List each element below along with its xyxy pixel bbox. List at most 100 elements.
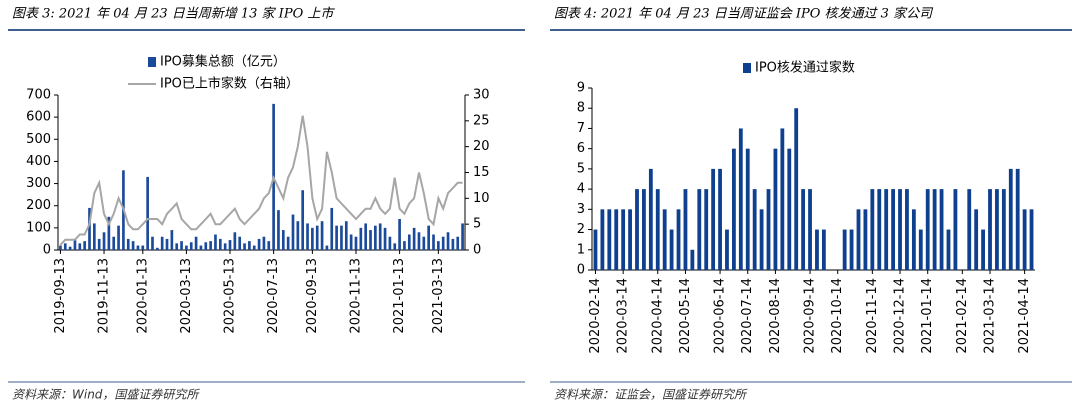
x-tick-label: 2021-02-14 — [955, 278, 970, 354]
bar — [136, 245, 140, 250]
legend-label: IPO已上市家数（右轴） — [160, 76, 299, 92]
bar — [1015, 168, 1020, 270]
bar — [412, 227, 416, 250]
bar — [925, 189, 930, 270]
bar — [690, 249, 695, 270]
line — [59, 115, 463, 246]
y-tick-label: 3 — [577, 202, 585, 217]
bar — [417, 232, 421, 250]
legend-swatch — [148, 57, 156, 67]
bar — [73, 240, 77, 250]
bar — [291, 214, 295, 250]
bar — [281, 230, 285, 250]
bar — [218, 238, 222, 250]
bar — [233, 232, 237, 250]
bar — [59, 245, 62, 250]
x-tick-label: 2020-07-14 — [740, 278, 755, 354]
x-tick-label: 2020-05-14 — [678, 278, 693, 354]
y-tick-label: 0 — [43, 243, 51, 258]
bar — [437, 241, 440, 250]
bar — [315, 225, 319, 250]
bar — [155, 247, 159, 250]
bar — [349, 234, 353, 250]
bar — [78, 243, 82, 250]
bar — [662, 209, 667, 270]
bar — [335, 225, 338, 250]
x-tick-label: 2020-05-13 — [223, 258, 238, 334]
bar — [359, 227, 363, 250]
bar — [102, 232, 106, 250]
x-tick-label: 2020-01-13 — [135, 258, 150, 334]
y-tick-label: 8 — [577, 101, 585, 116]
bar — [320, 221, 324, 250]
bar — [97, 238, 101, 250]
bar — [981, 229, 985, 270]
y-tick-label: 0 — [577, 263, 585, 278]
bar — [296, 221, 300, 250]
y-tick-label: 2 — [577, 222, 585, 237]
y2-tick-label: 10 — [473, 191, 490, 206]
bar — [199, 245, 203, 250]
bar — [676, 209, 681, 270]
y2-tick-label: 30 — [473, 88, 490, 103]
bar — [63, 243, 67, 250]
bar — [248, 241, 251, 250]
bar — [393, 243, 397, 250]
bar — [821, 229, 826, 270]
bar — [112, 236, 116, 250]
bar — [718, 168, 722, 270]
bar — [170, 230, 174, 250]
bar — [891, 189, 896, 270]
bar — [911, 209, 916, 270]
bar — [175, 243, 179, 250]
bar — [1001, 189, 1006, 270]
x-tick-label: 2020-03-14 — [616, 278, 631, 354]
source: 资料来源：证监会，国盛证券研究所 — [554, 388, 748, 402]
bar — [146, 176, 149, 250]
y-tick-label: 700 — [26, 88, 51, 103]
bar — [330, 207, 334, 250]
y-tick-label: 600 — [26, 110, 51, 125]
bar — [427, 225, 430, 250]
bar — [711, 168, 716, 270]
bar — [953, 189, 958, 270]
bar — [905, 189, 909, 270]
x-tick-label: 2020-04-14 — [650, 278, 665, 354]
bar — [262, 236, 266, 250]
bar — [364, 223, 368, 250]
bar — [151, 236, 154, 250]
bar — [593, 229, 598, 270]
bar — [648, 168, 653, 270]
bar — [223, 243, 227, 250]
bar — [432, 234, 435, 250]
x-tick-label: 2019-11-13 — [97, 258, 112, 334]
bar — [600, 209, 605, 270]
bar — [286, 236, 290, 250]
chart-title: 图表 3: 2021 年 04 月 23 日当周新增 13 家 IPO 上市 — [12, 6, 335, 22]
bar — [988, 189, 992, 270]
y-tick-label: 6 — [577, 141, 585, 156]
y2-tick-label: 20 — [473, 139, 490, 154]
y2-tick-label: 15 — [473, 165, 490, 180]
bar — [344, 221, 348, 250]
y2-tick-label: 5 — [473, 217, 481, 232]
y-tick-label: 500 — [26, 132, 51, 147]
x-tick-label: 2020-10-14 — [830, 278, 845, 354]
bar — [745, 148, 750, 270]
y2-tick-label: 25 — [473, 113, 490, 128]
bar — [131, 241, 135, 250]
bar — [759, 209, 764, 270]
bar — [794, 108, 799, 270]
bar — [301, 190, 305, 250]
bar — [725, 229, 729, 270]
x-tick-label: 2020-02-14 — [588, 278, 603, 354]
bar — [870, 189, 875, 270]
bar — [277, 210, 280, 250]
bar — [815, 229, 819, 270]
y2-tick-label: 0 — [473, 243, 481, 258]
x-tick-label: 2020-11-14 — [865, 278, 880, 354]
chart-title: 图表 4: 2021 年 04 月 23 日当周证监会 IPO 核发通过 3 家… — [554, 6, 934, 22]
bar — [311, 227, 314, 250]
bar — [257, 238, 261, 250]
